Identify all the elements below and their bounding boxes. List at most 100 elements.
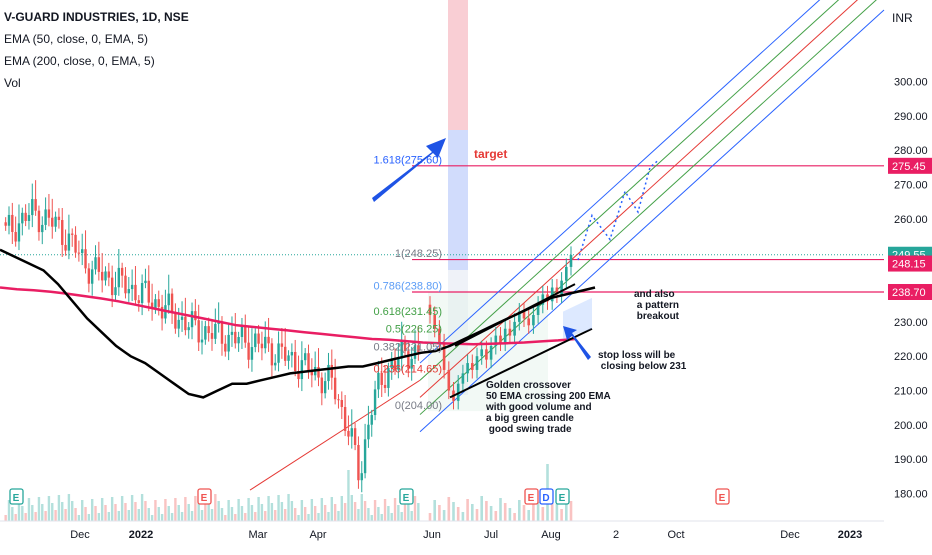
candle-body-100 (337, 399, 340, 401)
candle-body-8 (31, 199, 34, 216)
recent-volume-14 (494, 511, 498, 521)
volume-bar-40 (137, 509, 140, 521)
recent-body-14 (494, 335, 498, 346)
candle-body-68 (230, 331, 234, 335)
candle-body-73 (247, 342, 250, 360)
volume-bar-46 (157, 507, 160, 521)
candle-body-77 (260, 343, 264, 349)
volume-bar-26 (90, 499, 94, 521)
candle-body-86 (290, 351, 294, 356)
projection-path (577, 159, 659, 261)
candle-body-23 (81, 249, 84, 254)
candle-body-75 (254, 333, 257, 348)
recent-volume-9 (471, 504, 474, 521)
candle-body-45 (154, 299, 157, 309)
volume-bar-118 (397, 505, 400, 521)
volume-bar-33 (114, 504, 117, 521)
volume-bar-22 (77, 515, 81, 521)
candle-body-5 (21, 212, 24, 224)
event-marker-2 (399, 488, 414, 505)
time-tick-4: Jun (423, 529, 441, 541)
recent-volume-1 (433, 500, 436, 521)
volume-bar-32 (110, 497, 114, 521)
candle-body-46 (157, 299, 160, 307)
price-badge-label-3: 238.70 (892, 287, 926, 299)
price-badge-0 (888, 157, 932, 174)
volume-bar-100 (337, 511, 340, 521)
annotation-stoploss: stop loss will be closing below 231 (598, 350, 687, 372)
recent-volume-6 (456, 507, 460, 521)
volume-bar-83 (280, 502, 284, 521)
candle-body-99 (333, 377, 337, 400)
event-marker-label-5: E (559, 493, 566, 504)
volume-bar-69 (234, 514, 237, 521)
volume-bar-112 (377, 507, 380, 521)
recent-volume-0 (428, 513, 432, 521)
annotation-target: target (474, 147, 507, 161)
price-tick-1: 290.00 (894, 111, 928, 123)
volume-bar-77 (260, 504, 264, 521)
recent-body-24 (541, 294, 545, 305)
volume-bar-89 (300, 500, 304, 521)
recent-volume-7 (461, 512, 465, 521)
candle-body-15 (54, 216, 57, 227)
volume-bar-52 (177, 505, 180, 521)
pitchfork-line-4 (419, 9, 885, 433)
volume-bar-53 (180, 512, 184, 521)
volume-bar-28 (97, 513, 101, 521)
volume-bar-58 (197, 503, 200, 521)
candle-body-112 (377, 372, 380, 390)
volume-bar-8 (31, 505, 34, 521)
recent-volume-24 (541, 507, 545, 521)
volume-bar-5 (21, 506, 24, 521)
candle-body-17 (61, 220, 64, 245)
candle-body-40 (137, 300, 140, 304)
volume-bar-11 (41, 504, 44, 521)
recent-body-23 (536, 304, 540, 315)
candle-body-52 (177, 319, 180, 329)
candle-body-35 (120, 267, 124, 276)
candle-body-101 (340, 399, 343, 408)
candle-body-43 (147, 280, 150, 303)
volume-bar-73 (247, 498, 250, 521)
candle-body-80 (270, 343, 274, 366)
event-marker-5 (555, 488, 570, 505)
recent-body-11 (480, 349, 483, 357)
volume-bar-56 (190, 511, 194, 521)
candle-body-50 (170, 293, 174, 312)
volume-bar-79 (267, 496, 270, 521)
volume-bar-113 (380, 514, 383, 521)
candle-body-118 (397, 358, 400, 370)
candle-body-94 (317, 366, 320, 378)
candle-body-32 (110, 277, 114, 296)
candle-body-116 (390, 360, 393, 368)
candle-body-51 (174, 311, 177, 329)
highlight-band-blue (448, 130, 468, 270)
candle-body-47 (160, 306, 164, 319)
volume-bar-75 (254, 512, 257, 521)
candle-body-96 (323, 381, 327, 394)
candle-body-63 (214, 323, 217, 339)
recent-volume-21 (527, 510, 530, 521)
volume-bar-124 (417, 503, 420, 521)
candle-body-104 (350, 428, 353, 437)
pitchfork-line-1 (419, 0, 840, 381)
candle-body-71 (240, 326, 244, 337)
event-marker-label-1: E (201, 493, 208, 504)
volume-bar-42 (144, 501, 147, 521)
volume-bar-30 (104, 505, 107, 521)
candle-body-14 (51, 217, 54, 227)
candle-body-108 (363, 439, 367, 474)
candle-body-102 (343, 407, 347, 431)
volume-bar-82 (277, 495, 280, 521)
volume-bar-18 (64, 509, 67, 521)
recent-body-16 (503, 328, 507, 343)
recent-volume-30 (569, 501, 573, 521)
candle-body-113 (380, 372, 383, 385)
volume-bar-61 (207, 502, 210, 521)
volume-bar-96 (323, 505, 327, 521)
recent-body-29 (565, 266, 568, 281)
volume-bar-63 (214, 494, 217, 521)
